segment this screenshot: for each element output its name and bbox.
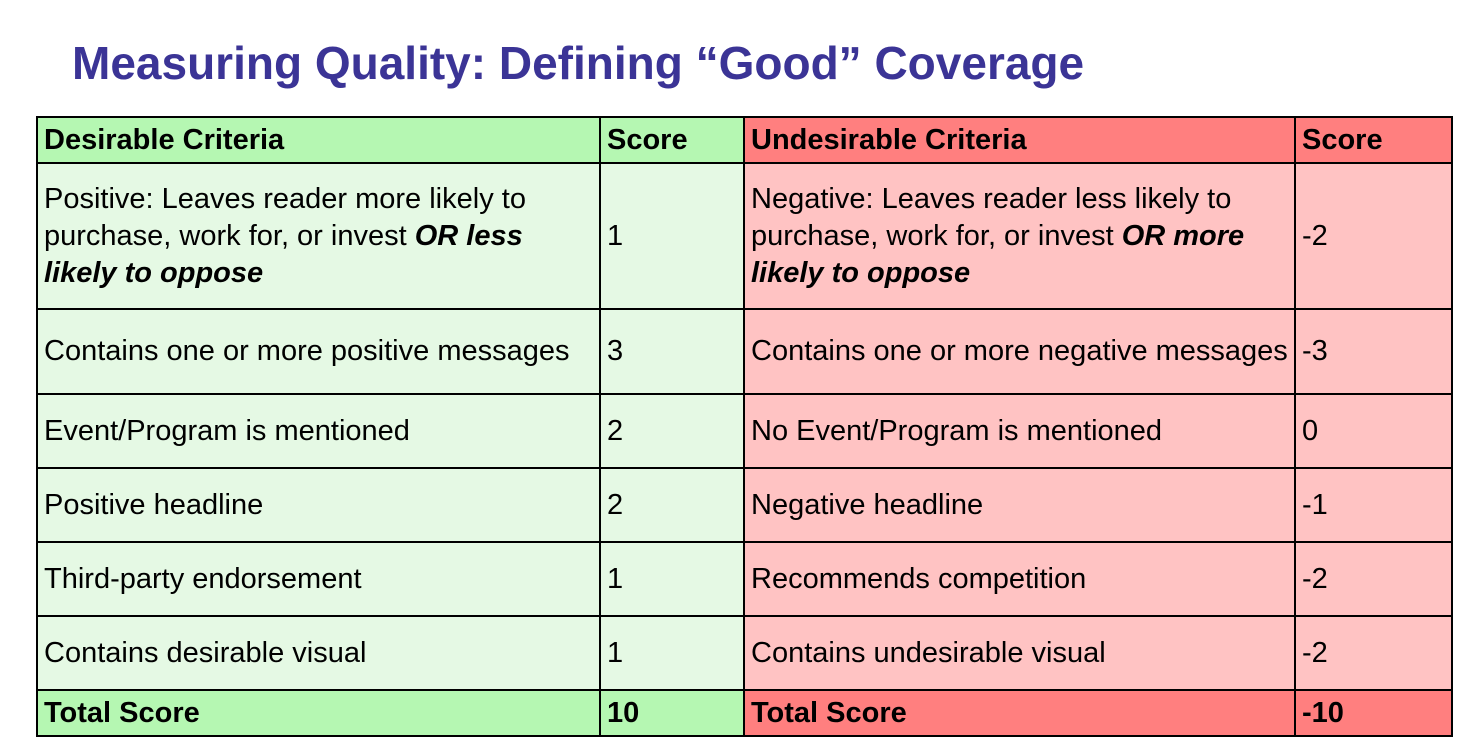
table-row: Contains desirable visual 1 Contains und… bbox=[36, 615, 1453, 691]
desirable-score: 1 bbox=[599, 541, 745, 617]
undesirable-criterion: Recommends competition bbox=[743, 541, 1296, 617]
undesirable-criteria-header: Undesirable Criteria bbox=[743, 116, 1296, 164]
undesirable-criterion: Negative: Leaves reader less likely to p… bbox=[743, 162, 1296, 310]
header-row: Desirable Criteria Score Undesirable Cri… bbox=[36, 116, 1453, 164]
desirable-criterion: Positive headline bbox=[36, 467, 601, 543]
desirable-score: 2 bbox=[599, 467, 745, 543]
slide-title: Measuring Quality: Defining “Good” Cover… bbox=[72, 37, 1085, 89]
undesirable-criterion: Negative headline bbox=[743, 467, 1296, 543]
undesirable-score-header: Score bbox=[1294, 116, 1453, 164]
desirable-score: 1 bbox=[599, 615, 745, 691]
desirable-criterion: Event/Program is mentioned bbox=[36, 393, 601, 469]
desirable-total-label: Total Score bbox=[36, 689, 601, 737]
undesirable-criterion: No Event/Program is mentioned bbox=[743, 393, 1296, 469]
desirable-criterion: Positive: Leaves reader more likely to p… bbox=[36, 162, 601, 310]
undesirable-score: -2 bbox=[1294, 615, 1453, 691]
criteria-table: Desirable Criteria Score Undesirable Cri… bbox=[36, 116, 1453, 737]
criterion-text: Positive: Leaves reader more likely to p… bbox=[44, 182, 526, 252]
criterion-emphasis: OR less likely to oppose bbox=[44, 219, 523, 289]
desirable-criterion: Contains one or more positive messages bbox=[36, 308, 601, 395]
desirable-score: 3 bbox=[599, 308, 745, 395]
undesirable-total-value: -10 bbox=[1294, 689, 1453, 737]
undesirable-score: -3 bbox=[1294, 308, 1453, 395]
criterion-text: Negative: Leaves reader less likely to p… bbox=[751, 182, 1232, 252]
desirable-score: 2 bbox=[599, 393, 745, 469]
undesirable-criterion: Contains undesirable visual bbox=[743, 615, 1296, 691]
undesirable-total-label: Total Score bbox=[743, 689, 1296, 737]
undesirable-criterion: Contains one or more negative messages bbox=[743, 308, 1296, 395]
table-row: Third-party endorsement 1 Recommends com… bbox=[36, 541, 1453, 617]
undesirable-score: -2 bbox=[1294, 541, 1453, 617]
desirable-total-value: 10 bbox=[599, 689, 745, 737]
table-row: Contains one or more positive messages 3… bbox=[36, 308, 1453, 395]
table-row: Event/Program is mentioned 2 No Event/Pr… bbox=[36, 393, 1453, 469]
table-row: Positive headline 2 Negative headline -1 bbox=[36, 467, 1453, 543]
undesirable-score: -1 bbox=[1294, 467, 1453, 543]
desirable-criterion: Third-party endorsement bbox=[36, 541, 601, 617]
desirable-criteria-header: Desirable Criteria bbox=[36, 116, 601, 164]
desirable-criterion: Contains desirable visual bbox=[36, 615, 601, 691]
undesirable-score: -2 bbox=[1294, 162, 1453, 310]
table-row: Positive: Leaves reader more likely to p… bbox=[36, 162, 1453, 310]
desirable-score-header: Score bbox=[599, 116, 745, 164]
total-row: Total Score 10 Total Score -10 bbox=[36, 689, 1453, 737]
undesirable-score: 0 bbox=[1294, 393, 1453, 469]
criterion-emphasis: OR more likely to oppose bbox=[751, 219, 1245, 289]
desirable-score: 1 bbox=[599, 162, 745, 310]
